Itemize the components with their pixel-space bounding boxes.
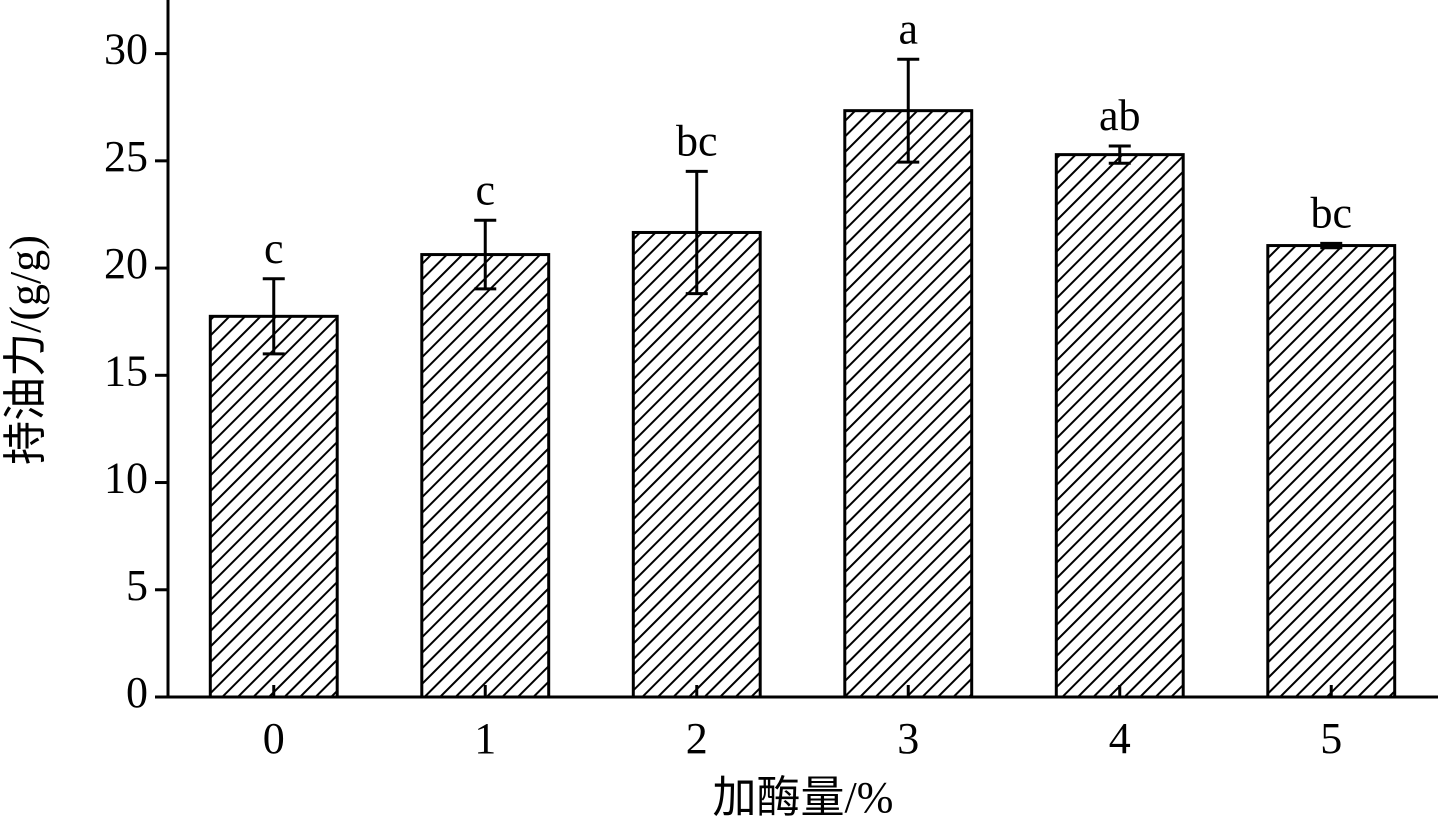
significance-label: ab: [1099, 91, 1141, 140]
y-tick-label: 30: [104, 25, 148, 74]
y-tick-label: 0: [126, 668, 148, 717]
bar: [208, 314, 339, 699]
x-tick-label: 4: [1109, 714, 1131, 763]
bar: [1266, 244, 1397, 699]
x-tick-label: 2: [686, 714, 708, 763]
bar: [420, 253, 551, 699]
significance-label: c: [264, 224, 284, 273]
y-tick-label: 25: [104, 132, 148, 181]
y-tick-label: 5: [126, 561, 148, 610]
significance-label: bc: [1310, 189, 1352, 238]
x-axis-label: 加酶量/%: [713, 773, 894, 822]
bar: [631, 230, 762, 699]
significance-label: c: [475, 165, 495, 214]
x-tick-label: 1: [474, 714, 496, 763]
error-bar: [897, 57, 920, 164]
y-tick-label: 20: [104, 239, 148, 288]
error-bar: [262, 277, 285, 356]
error-bar: [685, 169, 708, 296]
bar: [1054, 153, 1185, 699]
x-tick-label: 5: [1320, 714, 1342, 763]
error-bar: [1108, 144, 1131, 165]
error-bar: [1320, 241, 1343, 250]
significance-label: bc: [676, 116, 718, 165]
x-tick-label: 0: [263, 714, 285, 763]
y-axis-label: 持油力/(g/g): [1, 235, 50, 465]
significance-label: a: [898, 4, 918, 53]
bar: [843, 109, 974, 699]
y-tick-label: 10: [104, 454, 148, 503]
x-tick-label: 3: [897, 714, 919, 763]
error-bar: [474, 218, 497, 291]
y-tick-label: 15: [104, 346, 148, 395]
